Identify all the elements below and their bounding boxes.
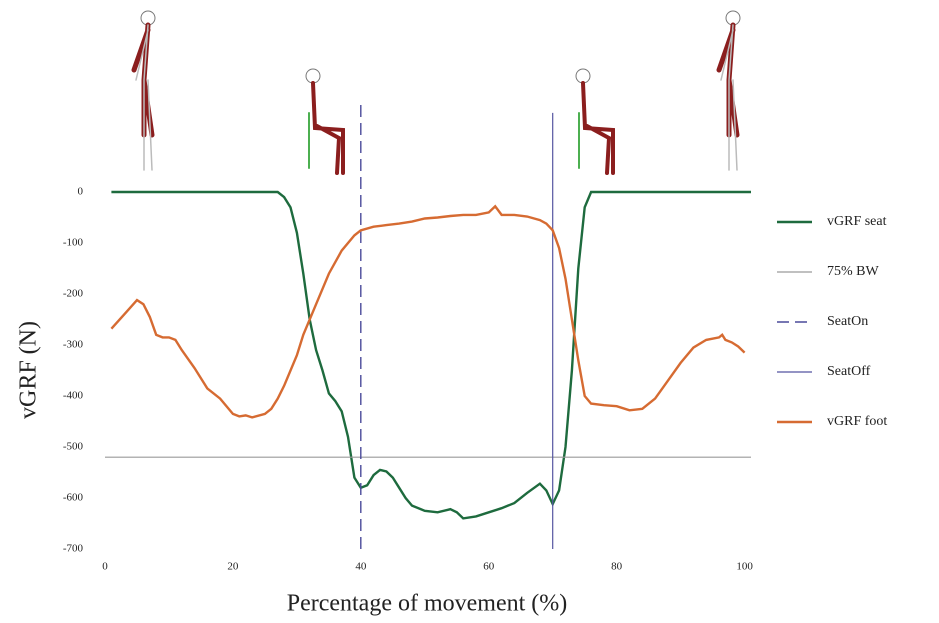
series-line — [111, 206, 744, 417]
x-axis-label: Percentage of movement (%) — [287, 591, 568, 617]
figures — [134, 11, 740, 173]
y-tick-label: 0 — [78, 186, 84, 198]
x-tick-label: 60 — [483, 561, 495, 573]
legend-label: SeatOff — [827, 364, 871, 379]
y-tick-label: -700 — [63, 543, 84, 555]
y-tick-label: -600 — [63, 492, 84, 504]
legend-label: SeatOn — [827, 314, 868, 329]
chart: vGRF (N) Percentage of movement (%) 0 -10… — [0, 0, 939, 623]
y-tick-label: -400 — [63, 390, 84, 402]
y-axis-label: vGRF (N) — [16, 321, 42, 419]
x-tick-label: 100 — [736, 561, 753, 573]
x-tick-label: 0 — [102, 561, 108, 573]
x-tick-label: 40 — [355, 561, 367, 573]
legend-label: vGRF foot — [827, 414, 887, 429]
y-tick-label: -500 — [63, 441, 84, 453]
y-tick-label: -300 — [63, 339, 84, 351]
series-line — [111, 192, 751, 518]
x-tick-label: 20 — [227, 561, 239, 573]
y-tick-label: -100 — [63, 237, 84, 249]
x-tick-label: 80 — [611, 561, 623, 573]
legend-label: 75% BW — [827, 264, 880, 279]
y-tick-label: -200 — [63, 288, 84, 300]
legend-label: vGRF seat — [827, 214, 887, 229]
